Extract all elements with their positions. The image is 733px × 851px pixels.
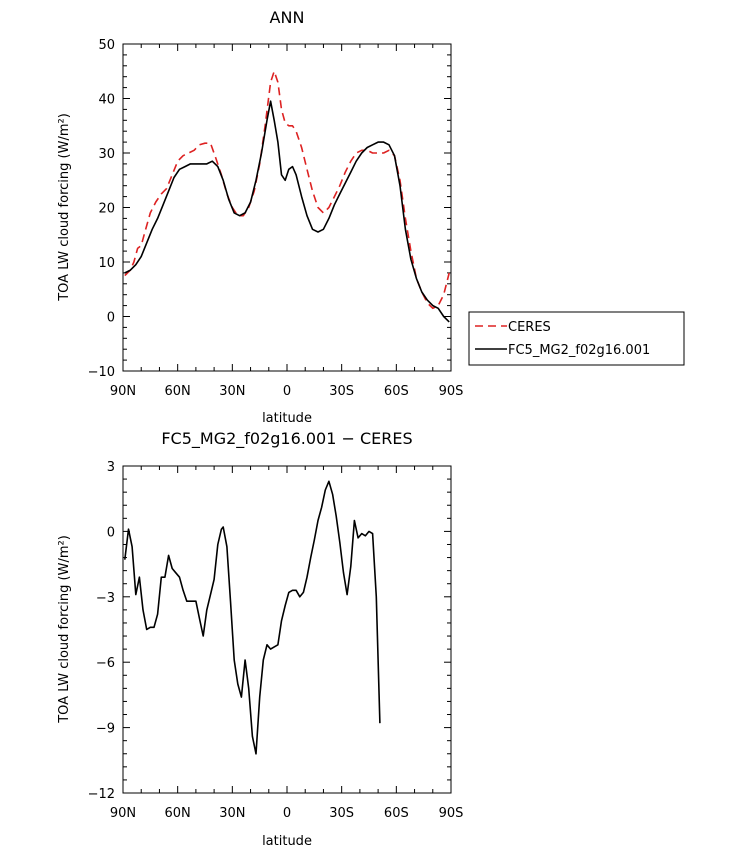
top-series-line-1 bbox=[124, 100, 450, 323]
bottom-x-tick-label: 30S bbox=[329, 806, 354, 821]
bottom-x-tick-label: 90N bbox=[110, 806, 136, 821]
bottom-y-tick-label: −9 bbox=[96, 722, 115, 737]
legend-label-ceres: CERES bbox=[508, 320, 551, 335]
bottom-y-tick-label: −6 bbox=[96, 656, 115, 671]
top-y-tick-label: 30 bbox=[98, 147, 115, 162]
top-y-axis-label: TOA LW cloud forcing (W/m²) bbox=[57, 113, 72, 302]
bottom-y-tick-label: −12 bbox=[88, 787, 115, 802]
top-y-tick-label: 20 bbox=[98, 202, 115, 217]
bottom-x-tick-label: 0 bbox=[283, 806, 291, 821]
bottom-x-tick-label: 60S bbox=[384, 806, 409, 821]
top-y-tick-label: 0 bbox=[107, 311, 115, 326]
top-x-axis-label: latitude bbox=[262, 411, 312, 426]
top-x-tick-label: 90S bbox=[439, 384, 464, 399]
legend-label-model: FC5_MG2_f02g16.001 bbox=[508, 343, 650, 358]
top-x-tick-label: 30N bbox=[219, 384, 245, 399]
bottom-y-tick-label: −3 bbox=[96, 591, 115, 606]
top-panel: ANN 90N 60N 30N 0 30S 60S 90S −10 0 10 20 30 40 50 la… bbox=[57, 8, 685, 426]
bottom-x-axis-label: latitude bbox=[262, 834, 312, 849]
top-x-tick-label: 30S bbox=[329, 384, 354, 399]
top-chart-title: ANN bbox=[270, 8, 305, 27]
top-y-tick-label: −10 bbox=[88, 365, 115, 380]
top-x-tick-label: 90N bbox=[110, 384, 136, 399]
top-plot-frame bbox=[122, 43, 452, 372]
bottom-y-tick-label: 3 bbox=[107, 460, 115, 475]
top-y-tick-label: 50 bbox=[98, 38, 115, 53]
legend-box bbox=[468, 311, 685, 366]
bottom-chart-title: FC5_MG2_f02g16.001 − CERES bbox=[161, 429, 412, 449]
bottom-plot-frame bbox=[122, 465, 452, 794]
bottom-x-tick-label: 60N bbox=[165, 806, 191, 821]
bottom-y-tick-label: 0 bbox=[107, 525, 115, 540]
bottom-panel: FC5_MG2_f02g16.001 − CERES 90N 60N 30N 0 30S… bbox=[57, 429, 463, 849]
top-x-tick-label: 60N bbox=[165, 384, 191, 399]
top-x-tick-label: 0 bbox=[283, 384, 291, 399]
bottom-x-tick-label: 90S bbox=[439, 806, 464, 821]
top-series-line-0 bbox=[124, 70, 450, 310]
legend: CERES FC5_MG2_f02g16.001 bbox=[468, 311, 685, 366]
bottom-series-line-0 bbox=[124, 480, 381, 755]
top-x-tick-label: 60S bbox=[384, 384, 409, 399]
top-y-tick-label: 10 bbox=[98, 256, 115, 271]
bottom-y-axis-label: TOA LW cloud forcing (W/m²) bbox=[57, 535, 72, 724]
top-y-tick-label: 40 bbox=[98, 93, 115, 108]
bottom-x-tick-label: 30N bbox=[219, 806, 245, 821]
